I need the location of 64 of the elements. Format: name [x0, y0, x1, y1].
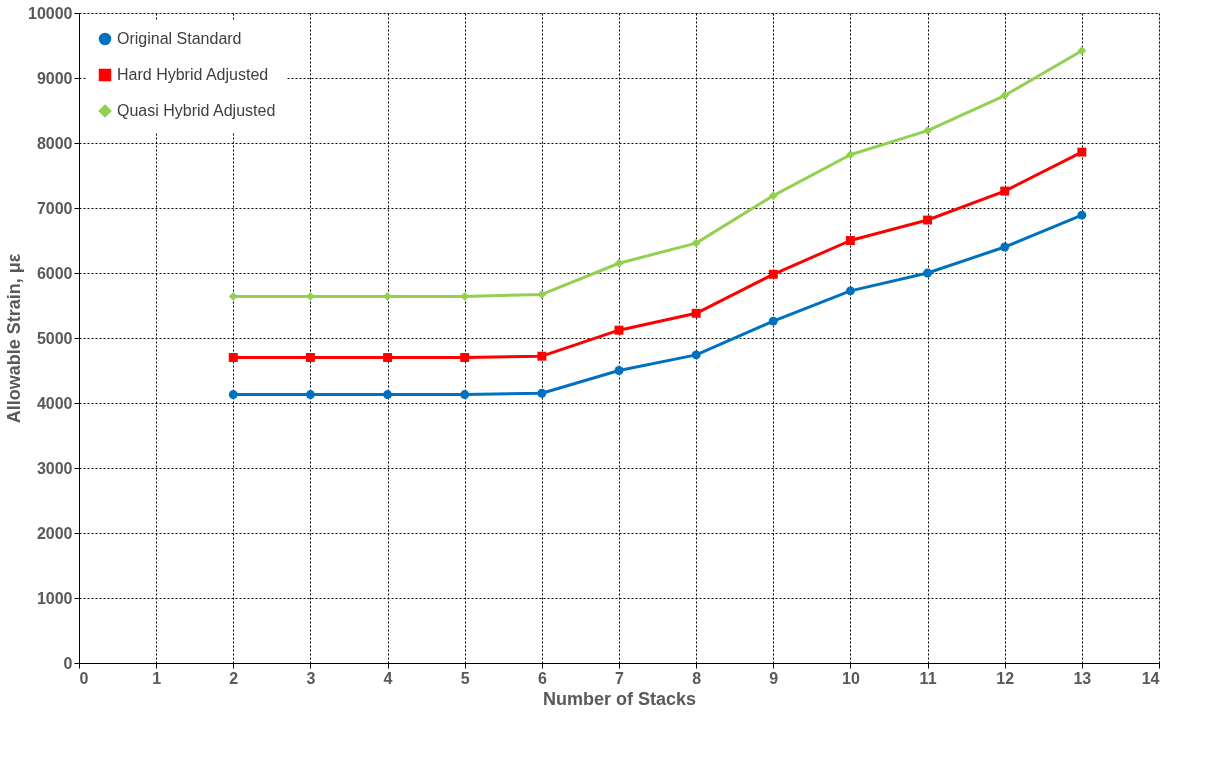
y-axis-title: Allowable Strain, με [4, 253, 25, 424]
y-tick-label: 9000 [36, 69, 73, 87]
point [1000, 242, 1010, 252]
x-tick-label: 8 [692, 669, 702, 687]
x-tick-label: 4 [383, 669, 393, 687]
x-tick-label: 2 [229, 669, 239, 687]
y-tick-label: 1000 [36, 589, 73, 607]
y-tick-label: 7000 [36, 199, 73, 217]
point [537, 351, 547, 361]
x-tick-label: 14 [1141, 669, 1160, 687]
point [460, 390, 470, 400]
point [228, 291, 238, 301]
point [383, 390, 393, 400]
x-tick-label: 5 [460, 669, 470, 687]
y-tick-label: 6000 [36, 264, 73, 282]
y-tick-label: 10000 [28, 4, 73, 22]
x-tick-label: 3 [306, 669, 316, 687]
y-tick-label: 5000 [36, 329, 73, 347]
point [383, 353, 393, 362]
x-axis-title: Number of Stacks [542, 688, 697, 709]
point [768, 191, 778, 201]
point [691, 308, 701, 318]
y-tick-label: 3000 [36, 459, 73, 477]
x-tick-label: 12 [996, 669, 1015, 687]
point [537, 388, 547, 398]
point [923, 268, 933, 278]
point [1000, 91, 1010, 101]
point [768, 316, 778, 326]
point [923, 215, 933, 225]
x-tick-label: 0 [79, 669, 89, 687]
y-tick-label: 2000 [36, 524, 73, 542]
point [1077, 147, 1087, 157]
x-tick-label: 13 [1073, 669, 1092, 687]
point [460, 353, 470, 362]
point [845, 150, 855, 160]
legend-label: Quasi Hybrid Adjusted [117, 102, 276, 119]
legend-label: Original Standard [117, 30, 242, 47]
x-tick-label: 7 [615, 669, 625, 687]
point [768, 269, 778, 279]
point [537, 289, 547, 299]
x-tick-label: 1 [152, 669, 162, 687]
point [691, 350, 701, 360]
y-tick-label: 8000 [36, 134, 73, 152]
point [305, 353, 315, 362]
point [228, 353, 238, 362]
point [614, 258, 624, 268]
point [228, 390, 238, 400]
legend-label: Hard Hybrid Adjusted [117, 66, 269, 83]
point [614, 366, 624, 375]
point [1000, 186, 1010, 196]
point [305, 390, 315, 400]
point [614, 325, 624, 335]
point [845, 236, 855, 245]
point [845, 286, 855, 296]
x-tick-label: 9 [769, 669, 779, 687]
point [923, 126, 933, 136]
point [691, 238, 701, 248]
x-tick-label: 11 [919, 669, 937, 687]
y-tick-label: 4000 [36, 394, 73, 412]
x-tick-label: 10 [842, 669, 860, 687]
point [1077, 210, 1087, 220]
x-tick-label: 6 [537, 669, 547, 687]
point [1077, 46, 1087, 56]
y-tick-label: 0 [63, 654, 73, 672]
